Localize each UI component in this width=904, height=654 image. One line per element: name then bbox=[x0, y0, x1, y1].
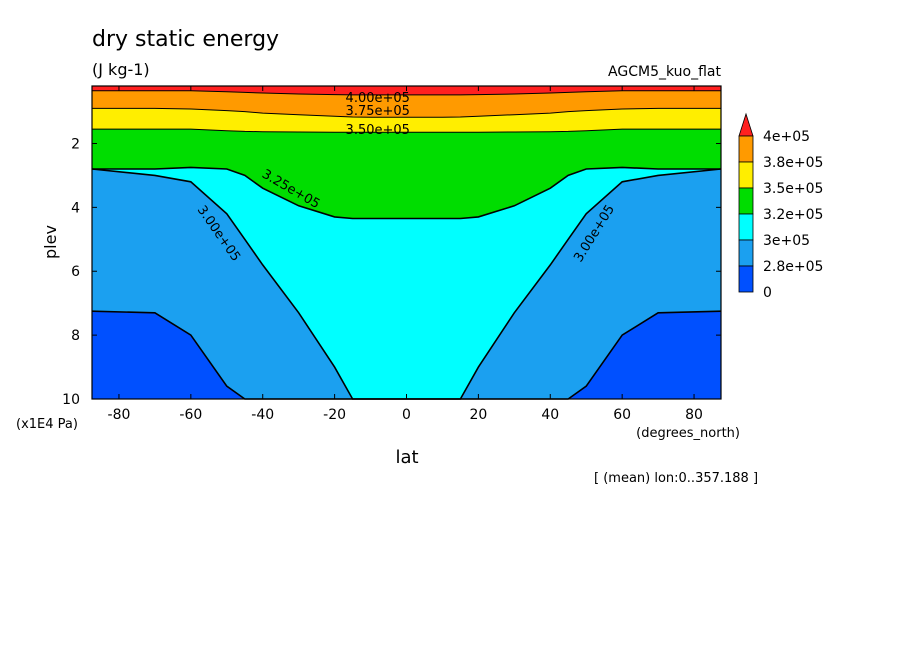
contour-L325 bbox=[92, 166, 721, 220]
footer-note: [ (mean) lon:0..357.188 ] bbox=[594, 471, 758, 486]
x-axis-title: lat bbox=[395, 447, 418, 468]
y-axis-title: plev bbox=[41, 225, 60, 259]
band-below-2.8e5 bbox=[92, 311, 721, 399]
colorbar-box bbox=[738, 239, 754, 267]
colorbar-label: 3.5e+05 bbox=[763, 181, 823, 197]
x-tick-label: -20 bbox=[323, 407, 346, 423]
y-tick-label: 6 bbox=[71, 264, 80, 280]
contour-L400 bbox=[92, 90, 721, 96]
model-label: AGCM5_kuo_flat bbox=[608, 64, 721, 80]
y-tick-label: 10 bbox=[62, 392, 80, 408]
y-tick-label: 2 bbox=[71, 136, 80, 152]
contour-label: 4.00e+05 bbox=[346, 91, 410, 106]
y-tick-label: 8 bbox=[71, 328, 80, 344]
colorbar-label: 3e+05 bbox=[763, 233, 810, 249]
colorbar-box bbox=[738, 265, 754, 293]
contour-L350 bbox=[92, 128, 721, 133]
colorbar-box bbox=[738, 161, 754, 189]
x-tick-label: -60 bbox=[179, 407, 202, 423]
colorbar-label: 3.8e+05 bbox=[763, 155, 823, 171]
x-tick-label: -80 bbox=[108, 407, 131, 423]
colorbar-box bbox=[738, 187, 754, 215]
contour-L375 bbox=[92, 107, 721, 118]
x-tick-label: 20 bbox=[469, 407, 487, 423]
colorbar-label: 0 bbox=[763, 285, 772, 301]
y-axis-units: (x1E4 Pa) bbox=[16, 417, 78, 432]
x-tick-label: 60 bbox=[613, 407, 631, 423]
colorbar-arrow bbox=[738, 112, 754, 137]
axis-ticks: -80 -60 -40 -20 0 20 40 60 80 2 4 6 8 10 bbox=[62, 86, 721, 423]
x-tick-label: 0 bbox=[402, 407, 411, 423]
y-tick-label: 4 bbox=[71, 200, 80, 216]
band-3.8e5-4e5 bbox=[92, 86, 721, 118]
x-tick-label: -40 bbox=[251, 407, 274, 423]
x-axis-units: (degrees_north) bbox=[636, 426, 740, 441]
x-tick-label: 40 bbox=[541, 407, 559, 423]
contour-label: 3.50e+05 bbox=[346, 123, 410, 138]
units-label: (J kg-1) bbox=[92, 60, 150, 79]
colorbar-box bbox=[738, 135, 754, 163]
colorbar-label: 2.8e+05 bbox=[763, 259, 823, 275]
chart-title: dry static energy bbox=[92, 27, 279, 52]
colorbar: 4e+05 3.8e+05 3.5e+05 3.2e+05 3e+05 2.8e+05 0 bbox=[738, 112, 823, 301]
colorbar-box bbox=[738, 213, 754, 241]
colorbar-label: 3.2e+05 bbox=[763, 207, 823, 223]
colorbar-label: 4e+05 bbox=[763, 129, 810, 145]
x-tick-label: 80 bbox=[685, 407, 703, 423]
contour-label: 3.75e+05 bbox=[346, 104, 410, 119]
contour-fill-bands bbox=[92, 86, 721, 399]
